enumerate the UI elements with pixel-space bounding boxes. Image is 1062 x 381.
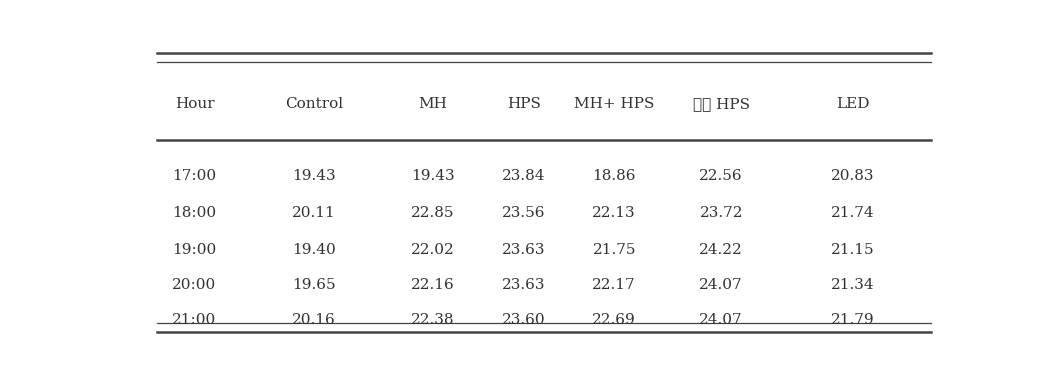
Text: 21.74: 21.74 xyxy=(832,206,875,220)
Text: 19.43: 19.43 xyxy=(411,169,455,183)
Text: 23.63: 23.63 xyxy=(502,243,546,257)
Text: 22.85: 22.85 xyxy=(411,206,455,220)
Text: 24.07: 24.07 xyxy=(700,313,743,327)
Text: MH+ HPS: MH+ HPS xyxy=(575,98,654,111)
Text: MH: MH xyxy=(418,98,447,111)
Text: 22.17: 22.17 xyxy=(593,278,636,292)
Text: 24.07: 24.07 xyxy=(700,278,743,292)
Text: Control: Control xyxy=(285,98,343,111)
Text: 23.56: 23.56 xyxy=(502,206,546,220)
Text: 20.16: 20.16 xyxy=(292,313,336,327)
Text: 23.84: 23.84 xyxy=(502,169,546,183)
Text: 개량 HPS: 개량 HPS xyxy=(692,98,750,111)
Text: 21.75: 21.75 xyxy=(593,243,636,257)
Text: 21.15: 21.15 xyxy=(832,243,875,257)
Text: 22.02: 22.02 xyxy=(411,243,455,257)
Text: 19.43: 19.43 xyxy=(292,169,336,183)
Text: HPS: HPS xyxy=(507,98,541,111)
Text: 21.34: 21.34 xyxy=(832,278,875,292)
Text: 20.83: 20.83 xyxy=(832,169,875,183)
Text: Hour: Hour xyxy=(174,98,215,111)
Text: 18:00: 18:00 xyxy=(172,206,217,220)
Text: 21.79: 21.79 xyxy=(832,313,875,327)
Text: 17:00: 17:00 xyxy=(172,169,217,183)
Text: 22.69: 22.69 xyxy=(593,313,636,327)
Text: 22.13: 22.13 xyxy=(593,206,636,220)
Text: 18.86: 18.86 xyxy=(593,169,636,183)
Text: 19.65: 19.65 xyxy=(292,278,336,292)
Text: 22.56: 22.56 xyxy=(700,169,743,183)
Text: 22.38: 22.38 xyxy=(411,313,455,327)
Text: 21:00: 21:00 xyxy=(172,313,217,327)
Text: 20.11: 20.11 xyxy=(292,206,336,220)
Text: 23.63: 23.63 xyxy=(502,278,546,292)
Text: 23.60: 23.60 xyxy=(502,313,546,327)
Text: 24.22: 24.22 xyxy=(700,243,743,257)
Text: 19.40: 19.40 xyxy=(292,243,336,257)
Text: LED: LED xyxy=(836,98,870,111)
Text: 19:00: 19:00 xyxy=(172,243,217,257)
Text: 20:00: 20:00 xyxy=(172,278,217,292)
Text: 22.16: 22.16 xyxy=(411,278,455,292)
Text: 23.72: 23.72 xyxy=(700,206,743,220)
